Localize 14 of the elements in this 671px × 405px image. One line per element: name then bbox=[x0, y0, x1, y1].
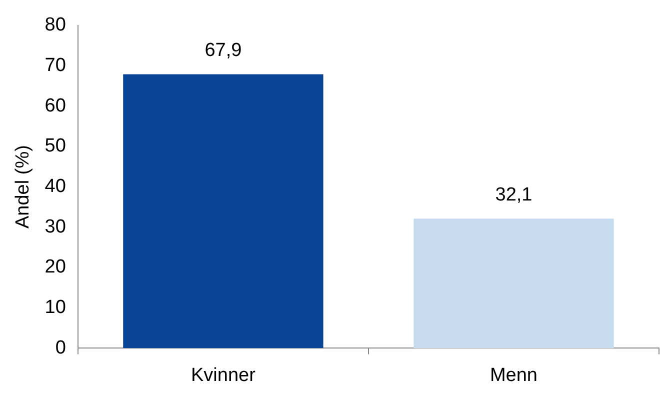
y-tick-label: 40 bbox=[44, 176, 66, 198]
x-tick-label: Kvinner bbox=[190, 364, 256, 386]
data-label: 67,9 bbox=[204, 40, 242, 61]
y-tick-label: 0 bbox=[55, 337, 66, 358]
y-tick-label: 20 bbox=[44, 256, 66, 278]
x-tick-label: Menn bbox=[490, 364, 538, 386]
y-tick-label: 70 bbox=[44, 54, 66, 76]
y-tick-label: 50 bbox=[44, 136, 66, 157]
y-axis-title: Andel (%) bbox=[12, 145, 34, 229]
y-tick-label: 30 bbox=[44, 216, 66, 238]
y-tick-label: 60 bbox=[44, 95, 66, 116]
y-tick-label: 10 bbox=[44, 297, 66, 318]
y-tick-label: 80 bbox=[44, 14, 66, 36]
data-label: 32,1 bbox=[495, 184, 532, 206]
